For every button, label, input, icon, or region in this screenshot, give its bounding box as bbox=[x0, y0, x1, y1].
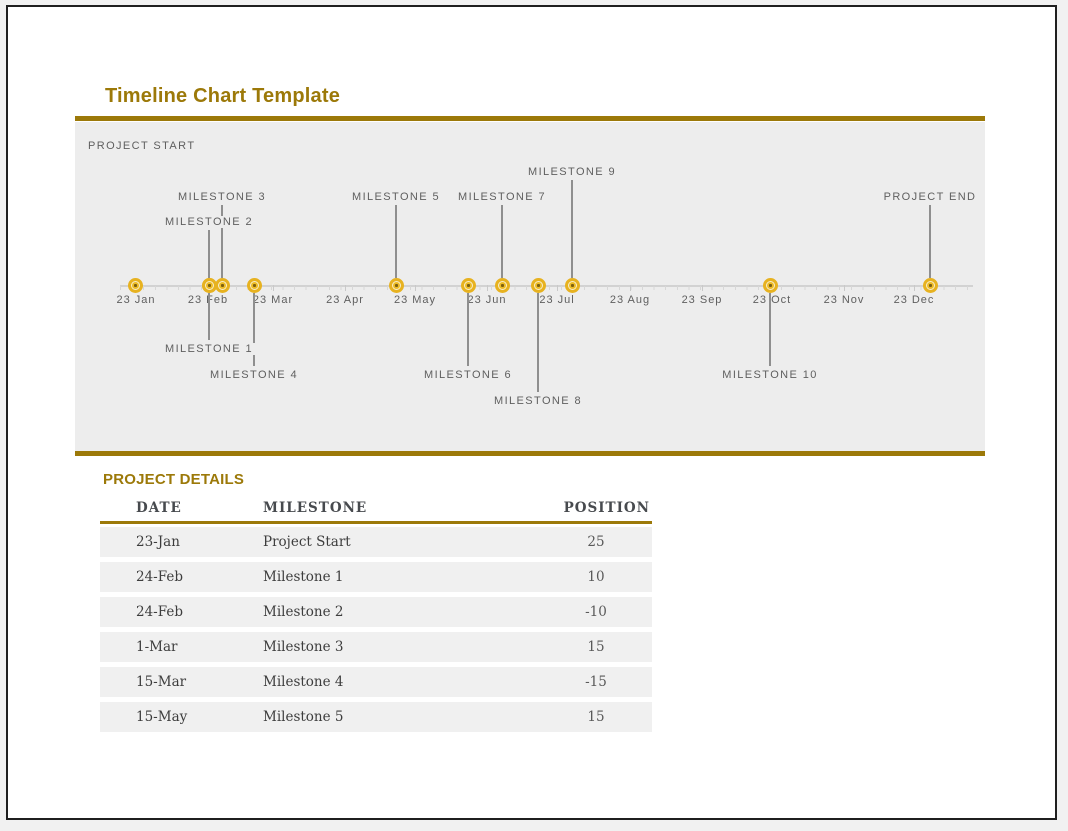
milestone-label: MILESTONE 4 bbox=[207, 369, 301, 381]
axis-month-tick bbox=[415, 285, 416, 291]
timeline-axis-ticks bbox=[120, 286, 973, 290]
table-body: 23-Jan Project Start 25 24-Feb Milestone 1 10… bbox=[100, 527, 652, 732]
axis-month-label: 23 Feb bbox=[187, 294, 229, 306]
axis-month-tick bbox=[914, 285, 915, 291]
milestone-leader-line bbox=[208, 230, 210, 278]
milestone-leader-line bbox=[769, 293, 771, 366]
milestone-marker bbox=[388, 278, 404, 294]
table-row: 1-Mar Milestone 3 15 bbox=[100, 632, 652, 662]
axis-month-tick bbox=[345, 285, 346, 291]
cell-date: 23-Jan bbox=[136, 534, 180, 550]
timeline-axis bbox=[120, 285, 973, 287]
milestone-leader-line bbox=[221, 205, 223, 278]
cell-date: 1-Mar bbox=[136, 639, 178, 655]
divider-bar-top bbox=[75, 116, 985, 121]
cell-position: 25 bbox=[587, 534, 605, 550]
milestone-leader-line bbox=[253, 293, 255, 366]
document-page: Timeline Chart Template PROJECT START 23… bbox=[6, 5, 1057, 820]
milestone-marker bbox=[762, 278, 778, 294]
cell-position: 15 bbox=[587, 639, 605, 655]
axis-month-label: 23 Jul bbox=[539, 294, 575, 306]
column-header-position: POSITION bbox=[563, 500, 650, 516]
axis-month-label: 23 Dec bbox=[893, 294, 935, 306]
axis-month-label: 23 Aug bbox=[609, 294, 651, 306]
cell-position: 10 bbox=[587, 569, 605, 585]
milestone-label: MILESTONE 8 bbox=[491, 395, 585, 407]
table-header-underline bbox=[100, 521, 652, 524]
milestone-marker bbox=[494, 278, 510, 294]
axis-month-label: 23 May bbox=[393, 294, 437, 306]
milestone-leader-line bbox=[467, 293, 469, 366]
cell-date: 15-May bbox=[136, 709, 188, 725]
axis-month-label: 23 Nov bbox=[823, 294, 865, 306]
table-row: 24-Feb Milestone 2 -10 bbox=[100, 597, 652, 627]
cell-milestone: Milestone 5 bbox=[263, 709, 344, 725]
cell-date: 24-Feb bbox=[136, 569, 183, 585]
cell-milestone: Milestone 2 bbox=[263, 604, 344, 620]
milestone-label: MILESTONE 3 bbox=[175, 191, 269, 203]
cell-position: 15 bbox=[587, 709, 605, 725]
milestone-label: PROJECT END bbox=[880, 191, 980, 203]
table-header-row: DATE MILESTONE POSITION bbox=[100, 495, 652, 521]
milestone-leader-line bbox=[501, 205, 503, 278]
cell-milestone: Milestone 1 bbox=[263, 569, 344, 585]
axis-month-tick bbox=[557, 285, 558, 291]
milestone-label: MILESTONE 7 bbox=[455, 191, 549, 203]
column-header-date: DATE bbox=[136, 500, 182, 516]
milestone-leader-line bbox=[929, 205, 931, 278]
table-row: 15-May Milestone 5 15 bbox=[100, 702, 652, 732]
axis-month-tick bbox=[487, 285, 488, 291]
project-start-label: PROJECT START bbox=[88, 140, 196, 152]
page-title: Timeline Chart Template bbox=[105, 85, 341, 107]
milestone-leader-line bbox=[208, 293, 210, 340]
axis-month-tick bbox=[630, 285, 631, 291]
milestone-label: MILESTONE 9 bbox=[525, 166, 619, 178]
table-row: 24-Feb Milestone 1 10 bbox=[100, 562, 652, 592]
cell-milestone: Milestone 3 bbox=[263, 639, 344, 655]
axis-month-label: 23 Mar bbox=[252, 294, 294, 306]
project-details-table: DATE MILESTONE POSITION 23-Jan Project St… bbox=[100, 495, 652, 737]
milestone-label: MILESTONE 2 bbox=[162, 216, 256, 228]
divider-bar-bottom bbox=[75, 451, 985, 456]
milestone-leader-line bbox=[537, 293, 539, 392]
axis-month-label: 23 Oct bbox=[752, 294, 792, 306]
milestone-marker bbox=[530, 278, 546, 294]
milestone-marker bbox=[127, 278, 143, 294]
cell-date: 24-Feb bbox=[136, 604, 183, 620]
milestone-label: MILESTONE 5 bbox=[349, 191, 443, 203]
axis-month-tick bbox=[273, 285, 274, 291]
milestone-label: MILESTONE 1 bbox=[162, 343, 256, 355]
milestone-leader-line bbox=[395, 205, 397, 278]
milestone-label: MILESTONE 10 bbox=[719, 369, 821, 381]
timeline-chart: PROJECT START 23 Jan 23 Feb 23 Mar 23 Apr 23… bbox=[75, 122, 985, 451]
axis-month-tick bbox=[702, 285, 703, 291]
table-row: 23-Jan Project Start 25 bbox=[100, 527, 652, 557]
axis-month-label: 23 Apr bbox=[326, 294, 364, 306]
milestone-marker bbox=[246, 278, 262, 294]
axis-month-tick bbox=[844, 285, 845, 291]
axis-month-label: 23 Sep bbox=[681, 294, 723, 306]
axis-month-label: 23 Jan bbox=[116, 294, 156, 306]
table-row: 15-Mar Milestone 4 -15 bbox=[100, 667, 652, 697]
milestone-label: MILESTONE 6 bbox=[421, 369, 515, 381]
cell-position: -10 bbox=[585, 604, 607, 620]
cell-milestone: Project Start bbox=[263, 534, 351, 550]
cell-date: 15-Mar bbox=[136, 674, 187, 690]
milestone-marker bbox=[922, 278, 938, 294]
project-details-heading: PROJECT DETAILS bbox=[103, 471, 245, 488]
milestone-marker bbox=[564, 278, 580, 294]
milestone-marker bbox=[460, 278, 476, 294]
axis-month-label: 23 Jun bbox=[467, 294, 507, 306]
column-header-milestone: MILESTONE bbox=[263, 500, 368, 516]
cell-position: -15 bbox=[585, 674, 607, 690]
milestone-leader-line bbox=[571, 180, 573, 278]
milestone-marker bbox=[214, 278, 230, 294]
cell-milestone: Milestone 4 bbox=[263, 674, 344, 690]
